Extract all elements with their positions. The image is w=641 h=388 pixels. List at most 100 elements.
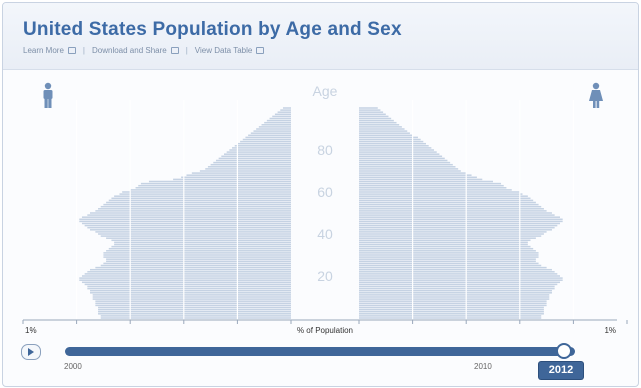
male-bar-age-62 (135, 187, 291, 189)
male-bar-age-23 (90, 268, 291, 271)
chart-header: United States Population by Age and Sex … (3, 3, 638, 70)
male-bar-age-91 (258, 126, 291, 128)
female-bar-age-76 (359, 157, 445, 160)
female-bar-age-35 (359, 243, 528, 246)
female-bar-age-53 (359, 205, 542, 208)
x-right-label: 1% (604, 326, 616, 335)
play-icon (28, 348, 34, 356)
female-bar-age-16 (359, 283, 558, 286)
age-tick-80: 80 (317, 142, 333, 158)
female-bar-age-68 (359, 174, 472, 176)
female-bar-age-64 (359, 182, 502, 185)
female-bar-age-85 (359, 138, 421, 141)
female-bar-age-70 (359, 170, 461, 172)
female-bar-age-42 (359, 229, 552, 231)
female-bar-age-52 (359, 208, 544, 210)
male-bar-age-36 (114, 241, 292, 244)
female-bar-age-33 (359, 247, 534, 250)
female-bar-age-8 (359, 300, 547, 302)
female-bar-age-72 (359, 166, 456, 168)
female-bar-age-32 (359, 250, 536, 252)
female-bar-age-98 (359, 111, 384, 113)
age-axis-title: Age (313, 83, 338, 99)
female-bar-age-22 (359, 271, 555, 273)
view-data-table-link[interactable]: View Data Table (195, 46, 265, 55)
female-bar-age-9 (359, 298, 550, 300)
female-bar-age-36 (359, 241, 528, 244)
x-axis-ticks (22, 320, 628, 324)
female-bar-age-71 (359, 168, 459, 170)
timeline-handle[interactable] (556, 343, 572, 359)
female-bar-age-99 (359, 109, 381, 111)
female-bar-age-20 (359, 275, 560, 277)
female-bar-age-49 (359, 214, 555, 216)
male-bar-age-4 (98, 308, 291, 311)
female-bar-age-61 (359, 189, 512, 191)
male-bar-age-75 (215, 159, 291, 162)
male-bar-age-29 (103, 256, 292, 258)
male-bar-age-64 (140, 182, 291, 185)
female-bar-age-18 (359, 279, 563, 281)
female-bar-age-7 (359, 302, 547, 305)
female-bar-age-40 (359, 233, 544, 235)
male-bar-age-61 (130, 189, 291, 191)
female-bar-age-31 (359, 252, 539, 254)
female-bar-age-86 (359, 136, 418, 139)
female-bar-age-63 (359, 184, 504, 187)
male-bar-age-38 (106, 237, 291, 239)
female-bars (359, 107, 563, 319)
female-bar-age-88 (359, 132, 410, 134)
female-bar-age-12 (359, 292, 552, 294)
male-bar-age-28 (106, 258, 291, 260)
female-bar-age-6 (359, 304, 547, 307)
male-bar-age-11 (92, 294, 292, 296)
male-bar-age-99 (280, 109, 291, 111)
x-axis-title: % of Population (297, 326, 353, 335)
male-bar-age-5 (98, 306, 291, 309)
male-bar-age-47 (79, 218, 291, 221)
female-bar-age-84 (359, 140, 424, 143)
female-bar-age-100 (359, 107, 378, 109)
male-bar-age-69 (191, 172, 291, 174)
female-bar-age-65 (359, 180, 493, 183)
female-bar-age-74 (359, 161, 451, 164)
male-bar-age-63 (138, 184, 291, 187)
male-bar-age-58 (114, 195, 292, 197)
female-bar-age-43 (359, 226, 555, 229)
male-bar-age-56 (108, 199, 291, 202)
male-bar-age-10 (92, 296, 292, 298)
male-bar-age-9 (92, 298, 292, 300)
female-bar-age-41 (359, 231, 547, 233)
female-bar-age-15 (359, 285, 555, 288)
male-bar-age-7 (95, 302, 291, 305)
female-bar-age-21 (359, 273, 558, 275)
chart-title: United States Population by Age and Sex (23, 19, 402, 40)
male-bar-age-41 (95, 231, 291, 233)
female-bar-age-79 (359, 151, 437, 153)
male-bar-age-51 (95, 210, 291, 212)
female-bar-age-39 (359, 235, 542, 237)
female-bar-age-66 (359, 178, 483, 181)
timeline-track[interactable] (65, 347, 575, 356)
female-bar-age-59 (359, 193, 523, 195)
female-bar-age-87 (359, 134, 413, 137)
age-tick-labels: 20 40 60 80 (317, 142, 333, 284)
learn-more-link[interactable]: Learn More (23, 46, 76, 55)
download-and-share-link[interactable]: Download and Share (92, 46, 179, 55)
male-bar-age-17 (81, 281, 292, 284)
play-button[interactable] (21, 344, 41, 360)
male-bar-age-32 (106, 250, 291, 252)
male-bar-age-49 (87, 214, 291, 216)
male-bar-age-72 (207, 166, 291, 168)
female-bar-age-1 (359, 315, 542, 317)
male-bar-age-80 (229, 149, 291, 151)
male-bar-age-20 (81, 275, 292, 277)
male-bar-age-73 (210, 163, 291, 166)
male-bar-age-98 (277, 111, 291, 113)
female-bar-age-91 (359, 126, 402, 128)
female-icon (589, 82, 603, 108)
female-bar-age-55 (359, 201, 536, 204)
female-bar-age-14 (359, 287, 555, 290)
